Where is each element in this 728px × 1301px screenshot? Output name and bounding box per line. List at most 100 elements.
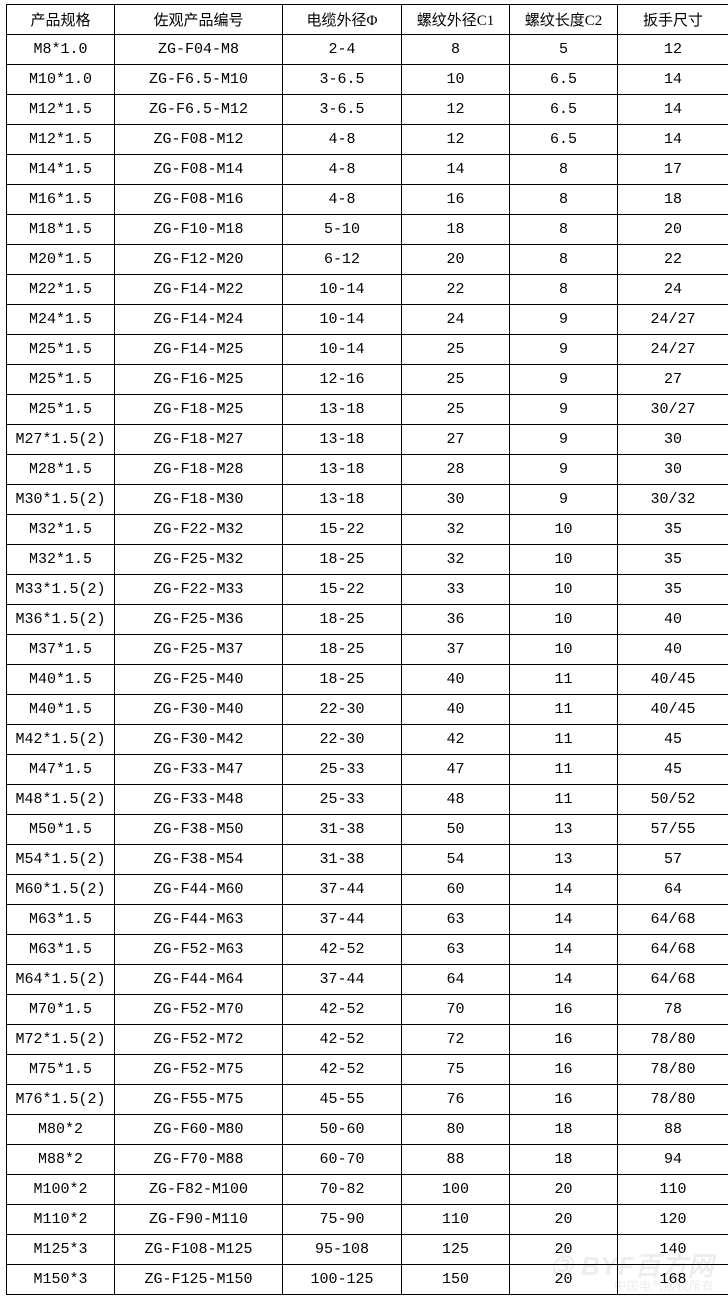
- cell-thread-len: 9: [510, 455, 618, 485]
- cell-partno: ZG-F52-M75: [115, 1055, 283, 1085]
- cell-partno: ZG-F55-M75: [115, 1085, 283, 1115]
- cell-partno: ZG-F08-M16: [115, 185, 283, 215]
- cell-spec: M150*3: [7, 1265, 115, 1295]
- table-header: 产品规格 佐观产品编号 电缆外径Φ 螺纹外径C1 螺纹长度C2 扳手尺寸: [7, 5, 728, 35]
- table-row: M25*1.5ZG-F16-M2512-1625927: [7, 365, 728, 395]
- cell-partno: ZG-F04-M8: [115, 35, 283, 65]
- cell-spec: M33*1.5(2): [7, 575, 115, 605]
- cell-wrench: 17: [618, 155, 728, 185]
- cell-spec: M125*3: [7, 1235, 115, 1265]
- table-row: M40*1.5ZG-F30-M4022-30401140/45: [7, 695, 728, 725]
- cell-partno: ZG-F14-M24: [115, 305, 283, 335]
- cell-wrench: 57/55: [618, 815, 728, 845]
- cell-partno: ZG-F90-M110: [115, 1205, 283, 1235]
- table-row: M76*1.5(2)ZG-F55-M7545-55761678/80: [7, 1085, 728, 1115]
- cell-cable-od: 31-38: [283, 815, 402, 845]
- cell-thread-len: 9: [510, 485, 618, 515]
- cell-spec: M10*1.0: [7, 65, 115, 95]
- cell-wrench: 78: [618, 995, 728, 1025]
- cell-thread-len: 9: [510, 425, 618, 455]
- col-header-wrench: 扳手尺寸: [618, 5, 728, 35]
- table-row: M32*1.5ZG-F25-M3218-25321035: [7, 545, 728, 575]
- cell-wrench: 64/68: [618, 965, 728, 995]
- cell-cable-od: 13-18: [283, 395, 402, 425]
- cell-cable-od: 6-12: [283, 245, 402, 275]
- cell-partno: ZG-F08-M14: [115, 155, 283, 185]
- cell-cable-od: 15-22: [283, 515, 402, 545]
- cell-partno: ZG-F25-M32: [115, 545, 283, 575]
- cell-thread-od: 25: [402, 365, 510, 395]
- cell-partno: ZG-F60-M80: [115, 1115, 283, 1145]
- cell-thread-od: 20: [402, 245, 510, 275]
- cell-thread-od: 30: [402, 485, 510, 515]
- cell-partno: ZG-F108-M125: [115, 1235, 283, 1265]
- table-row: M100*2ZG-F82-M10070-8210020110: [7, 1175, 728, 1205]
- cell-wrench: 40/45: [618, 665, 728, 695]
- cell-thread-od: 25: [402, 335, 510, 365]
- cell-cable-od: 5-10: [283, 215, 402, 245]
- cell-thread-od: 8: [402, 35, 510, 65]
- cell-thread-od: 37: [402, 635, 510, 665]
- cell-thread-od: 24: [402, 305, 510, 335]
- cell-wrench: 40: [618, 635, 728, 665]
- cell-thread-len: 10: [510, 545, 618, 575]
- cell-partno: ZG-F38-M50: [115, 815, 283, 845]
- table-row: M18*1.5ZG-F10-M185-1018820: [7, 215, 728, 245]
- table-row: M12*1.5ZG-F08-M124-8126.514: [7, 125, 728, 155]
- cell-thread-len: 10: [510, 575, 618, 605]
- table-row: M47*1.5ZG-F33-M4725-33471145: [7, 755, 728, 785]
- cell-wrench: 40/45: [618, 695, 728, 725]
- cell-wrench: 40: [618, 605, 728, 635]
- cell-thread-od: 40: [402, 665, 510, 695]
- cell-thread-len: 11: [510, 755, 618, 785]
- cell-partno: ZG-F18-M28: [115, 455, 283, 485]
- cell-spec: M28*1.5: [7, 455, 115, 485]
- cell-cable-od: 70-82: [283, 1175, 402, 1205]
- cell-partno: ZG-F52-M63: [115, 935, 283, 965]
- cell-wrench: 64/68: [618, 905, 728, 935]
- cell-cable-od: 3-6.5: [283, 65, 402, 95]
- cell-thread-od: 47: [402, 755, 510, 785]
- cell-partno: ZG-F6.5-M12: [115, 95, 283, 125]
- cell-partno: ZG-F33-M48: [115, 785, 283, 815]
- cell-thread-od: 76: [402, 1085, 510, 1115]
- cell-cable-od: 18-25: [283, 605, 402, 635]
- cell-spec: M54*1.5(2): [7, 845, 115, 875]
- cell-thread-od: 88: [402, 1145, 510, 1175]
- cell-cable-od: 3-6.5: [283, 95, 402, 125]
- cell-cable-od: 10-14: [283, 335, 402, 365]
- cell-partno: ZG-F16-M25: [115, 365, 283, 395]
- cell-thread-len: 9: [510, 395, 618, 425]
- cell-partno: ZG-F6.5-M10: [115, 65, 283, 95]
- cell-cable-od: 4-8: [283, 125, 402, 155]
- cell-wrench: 110: [618, 1175, 728, 1205]
- cell-spec: M64*1.5(2): [7, 965, 115, 995]
- cell-cable-od: 4-8: [283, 155, 402, 185]
- cell-spec: M32*1.5: [7, 545, 115, 575]
- cell-thread-len: 6.5: [510, 95, 618, 125]
- table-row: M20*1.5ZG-F12-M206-1220822: [7, 245, 728, 275]
- cell-thread-od: 33: [402, 575, 510, 605]
- page-root: 产品规格 佐观产品编号 电缆外径Φ 螺纹外径C1 螺纹长度C2 扳手尺寸 M8*…: [0, 0, 728, 1301]
- cell-spec: M100*2: [7, 1175, 115, 1205]
- cell-wrench: 35: [618, 545, 728, 575]
- cell-thread-len: 11: [510, 665, 618, 695]
- cell-cable-od: 22-30: [283, 695, 402, 725]
- table-row: M88*2ZG-F70-M8860-70881894: [7, 1145, 728, 1175]
- cell-wrench: 168: [618, 1265, 728, 1295]
- table-row: M80*2ZG-F60-M8050-60801888: [7, 1115, 728, 1145]
- cell-wrench: 18: [618, 185, 728, 215]
- cell-spec: M48*1.5(2): [7, 785, 115, 815]
- cell-wrench: 24/27: [618, 305, 728, 335]
- cell-thread-len: 20: [510, 1265, 618, 1295]
- cell-spec: M110*2: [7, 1205, 115, 1235]
- cell-cable-od: 95-108: [283, 1235, 402, 1265]
- cell-partno: ZG-F25-M37: [115, 635, 283, 665]
- cell-thread-len: 10: [510, 515, 618, 545]
- cell-wrench: 78/80: [618, 1025, 728, 1055]
- cell-thread-od: 150: [402, 1265, 510, 1295]
- cell-partno: ZG-F18-M30: [115, 485, 283, 515]
- table-row: M54*1.5(2)ZG-F38-M5431-38541357: [7, 845, 728, 875]
- cell-thread-od: 110: [402, 1205, 510, 1235]
- cell-wrench: 24: [618, 275, 728, 305]
